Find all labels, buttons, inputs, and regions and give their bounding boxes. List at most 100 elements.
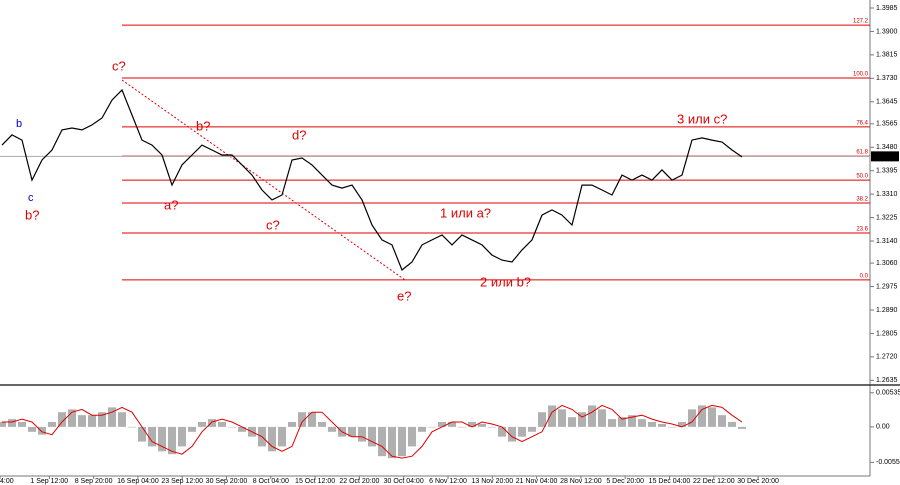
x-tick-label: 8 Sep 20:00	[75, 478, 113, 485]
y-tick-label: 1.3985	[876, 5, 898, 12]
osc-bar	[658, 423, 666, 427]
osc-bar	[328, 426, 336, 432]
y-tick-label: 1.3060	[876, 260, 898, 267]
osc-bar	[218, 421, 226, 427]
osc-bar	[68, 409, 76, 427]
osc-bar	[318, 421, 326, 427]
osc-bar	[678, 421, 686, 427]
x-tick-label: 13 Nov 20:00	[471, 478, 513, 485]
fib-label: 76.4	[856, 120, 868, 126]
osc-bar	[668, 426, 676, 428]
osc-tick-label: -0.00556	[876, 459, 900, 466]
y-tick-label: 1.2975	[876, 283, 898, 290]
y-tick-label: 1.3565	[876, 121, 898, 128]
x-tick-label: 23 Sep 12:00	[161, 478, 203, 485]
x-tick-label: 30 Oct 04:00	[384, 478, 424, 485]
annotation: c?	[112, 58, 126, 73]
osc-bar	[158, 426, 166, 452]
fib-label: 23.6	[856, 227, 868, 233]
osc-bar	[728, 421, 736, 427]
osc-bar	[578, 412, 586, 427]
osc-bar	[478, 423, 486, 427]
osc-bar	[608, 419, 616, 427]
osc-bar	[288, 421, 296, 427]
osc-bar	[718, 415, 726, 427]
osc-bar	[198, 421, 206, 427]
osc-bar	[348, 426, 356, 437]
annotation: b?	[196, 118, 210, 133]
osc-bar	[618, 417, 626, 427]
y-tick-label: 1.2805	[876, 330, 898, 337]
osc-bar	[588, 405, 596, 427]
osc-bar	[0, 421, 6, 427]
osc-bar	[128, 426, 136, 428]
annotation: 1 или a?	[440, 205, 491, 220]
annotation: a?	[164, 197, 178, 212]
x-tick-label: 8 Oct 04:00	[253, 478, 289, 485]
osc-bar	[528, 426, 536, 432]
osc-bar	[508, 426, 516, 442]
osc-bar	[148, 426, 156, 447]
annotation: 3 или c?	[677, 111, 727, 126]
osc-bar	[568, 417, 576, 427]
x-tick-label: 4:00	[0, 478, 14, 485]
osc-bar	[648, 421, 656, 427]
fib-label: 38.2	[856, 197, 868, 203]
osc-bar	[468, 421, 476, 427]
osc-bar	[38, 426, 46, 435]
osc-bar	[18, 421, 26, 427]
current-price-label: 1.3447	[874, 153, 896, 160]
osc-bar	[428, 426, 436, 428]
annotation: e?	[397, 288, 411, 303]
y-tick-label: 1.3730	[876, 75, 898, 82]
x-tick-label: 1 Sep 12:00	[30, 478, 68, 485]
osc-bar	[448, 421, 456, 427]
annotation: d?	[292, 127, 306, 142]
osc-bar	[398, 426, 406, 457]
osc-bar	[368, 426, 376, 447]
osc-bar	[268, 426, 276, 452]
osc-bar	[538, 412, 546, 427]
osc-bar	[78, 415, 86, 427]
x-tick-label: 30 Dec 20:00	[737, 478, 779, 485]
fib-label: 50.0	[856, 174, 868, 180]
osc-bar	[278, 426, 286, 447]
osc-bar	[88, 415, 96, 427]
y-tick-label: 1.3140	[876, 238, 898, 245]
osc-bar	[378, 426, 386, 457]
osc-bar	[458, 426, 466, 428]
osc-bar	[598, 409, 606, 427]
y-tick-label: 1.2720	[876, 354, 898, 361]
osc-bar	[518, 426, 526, 437]
annotation: c	[28, 192, 34, 204]
x-tick-label: 22 Oct 20:00	[339, 478, 379, 485]
osc-bar	[358, 426, 366, 442]
y-tick-label: 1.3310	[876, 191, 898, 198]
price-line	[1, 88, 743, 271]
annotation: 2 или b?	[480, 274, 531, 289]
osc-bar	[138, 426, 146, 442]
osc-bar	[308, 412, 316, 427]
osc-bar	[698, 405, 706, 427]
osc-tick-label: 0.00535	[876, 390, 900, 397]
annotation: c?	[266, 217, 280, 232]
fib-label: 127.2	[853, 19, 869, 25]
x-tick-label: 30 Sep 20:00	[206, 478, 248, 485]
osc-bar	[28, 426, 36, 432]
osc-bar	[298, 412, 306, 427]
osc-bar	[238, 426, 246, 432]
signal-line	[2, 404, 743, 459]
annotation: b?	[25, 207, 39, 222]
x-tick-label: 15 Dec 04:00	[649, 478, 691, 485]
fib-label: 61.8	[856, 150, 868, 156]
y-tick-label: 1.3225	[876, 214, 898, 221]
osc-bar	[548, 405, 556, 427]
y-tick-label: 1.2890	[876, 307, 898, 314]
osc-bar	[168, 426, 176, 455]
x-tick-label: 15 Oct 12:00	[295, 478, 335, 485]
osc-bar	[8, 419, 16, 427]
osc-bar	[688, 409, 696, 427]
osc-bar	[98, 412, 106, 427]
current-price-box	[871, 151, 899, 162]
y-tick-label: 1.3395	[876, 168, 898, 175]
